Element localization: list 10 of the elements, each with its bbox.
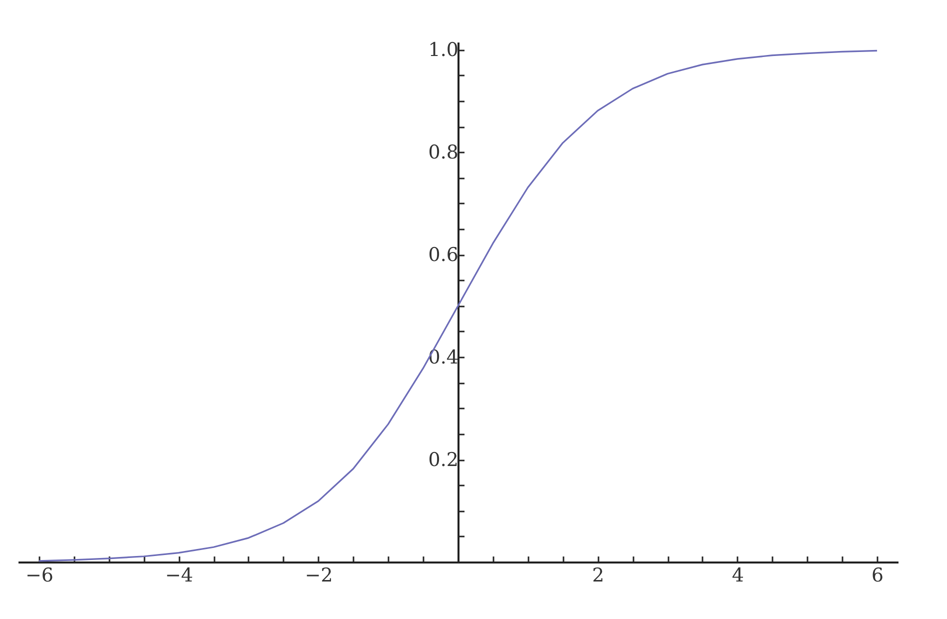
x-tick-label: 6 xyxy=(872,564,884,586)
x-tick-label: −4 xyxy=(165,564,194,586)
y-tick-label: 0.8 xyxy=(428,142,458,164)
y-tick-label: 0.6 xyxy=(428,244,458,266)
x-tick-label: 2 xyxy=(592,564,604,586)
x-tick-label: 4 xyxy=(732,564,744,586)
x-tick-label: −6 xyxy=(25,564,54,586)
y-tick-label: 1.0 xyxy=(428,39,458,62)
x-tick-label: −2 xyxy=(304,564,333,586)
y-tick-label: 0.2 xyxy=(428,449,458,472)
